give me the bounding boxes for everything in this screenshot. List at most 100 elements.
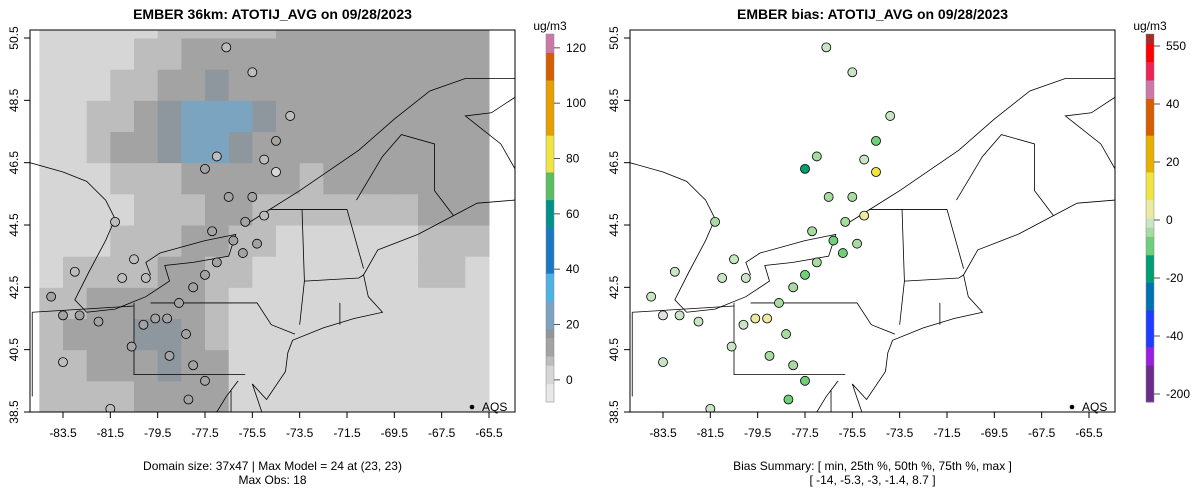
model-cell xyxy=(465,131,490,164)
colorbar-segment xyxy=(1146,135,1154,145)
station-point xyxy=(705,403,716,412)
map-outline xyxy=(251,199,515,412)
model-cell xyxy=(157,100,182,132)
colorbar-tick-label: 40 xyxy=(566,262,580,276)
colorbar-segment xyxy=(1146,374,1154,385)
colorbar-segment xyxy=(1146,319,1154,329)
model-cell xyxy=(228,162,253,195)
x-tick-label: -79.5 xyxy=(744,426,772,440)
colorbar-segment xyxy=(546,319,554,329)
station-point xyxy=(181,329,191,339)
station-point xyxy=(150,313,161,324)
station-point xyxy=(138,319,149,330)
model-cell xyxy=(418,131,443,164)
colorbar-segment xyxy=(1146,254,1154,265)
y-tick-label: 40.5 xyxy=(7,338,21,362)
x-tick-label: -67.5 xyxy=(1028,426,1056,440)
y-tick-label: 42.5 xyxy=(607,275,621,299)
colorbar-segment xyxy=(546,254,554,265)
colorbar-segment xyxy=(1146,80,1154,90)
map-outline xyxy=(733,302,846,376)
station-point xyxy=(247,192,258,202)
colorbar-segment xyxy=(546,172,554,182)
model-cell xyxy=(370,256,395,288)
model-cell xyxy=(134,30,159,39)
model-cell xyxy=(299,131,324,164)
colorbar-segment xyxy=(546,374,554,385)
model-cell xyxy=(157,69,182,101)
station-point xyxy=(783,394,794,405)
colorbar-segment xyxy=(1146,346,1154,357)
model-cell xyxy=(157,131,182,164)
model-cell xyxy=(157,225,182,257)
colorbar-segment xyxy=(1146,227,1154,237)
model-cell xyxy=(134,38,159,70)
station-point xyxy=(223,192,234,202)
model-cell xyxy=(394,131,419,164)
y-tick-label: 50.5 xyxy=(607,26,621,50)
model-cell xyxy=(252,256,277,288)
colorbar-tick-label: 550 xyxy=(1166,39,1186,53)
station-point xyxy=(859,210,870,221)
map-outline xyxy=(30,162,237,313)
station-point xyxy=(93,316,104,327)
station-point xyxy=(807,226,817,237)
station-point xyxy=(669,266,680,277)
station-point xyxy=(110,216,120,227)
colorbar-segment xyxy=(1146,107,1154,118)
model-cell xyxy=(370,225,395,257)
model-cell xyxy=(347,256,372,288)
colorbar-tick-label: -200 xyxy=(1166,387,1190,401)
y-tick-label: 38.5 xyxy=(607,400,621,424)
station-point xyxy=(183,394,194,405)
station-point xyxy=(117,273,128,283)
model-cell xyxy=(39,256,64,288)
station-point xyxy=(788,282,799,293)
model-cell xyxy=(86,256,111,288)
model-cell xyxy=(276,30,301,39)
model-cell xyxy=(63,100,88,132)
model-cell xyxy=(39,162,64,195)
map-outline xyxy=(150,302,296,335)
panel-title: EMBER 36km: ATOTIJ_AVG on 09/28/2023 xyxy=(133,6,412,22)
colorbar-segment xyxy=(1146,98,1154,109)
model-cell xyxy=(323,100,348,132)
model-cell xyxy=(157,380,182,412)
colorbar-tick-label: -20 xyxy=(1166,271,1184,285)
y-tick-label: 38.5 xyxy=(7,400,21,424)
model-cell xyxy=(252,349,277,382)
model-cell xyxy=(86,162,111,195)
model-cell xyxy=(276,38,301,70)
colorbar-segment xyxy=(546,43,554,53)
model-cell xyxy=(252,100,277,132)
station-point xyxy=(837,248,848,258)
colorbar-segment xyxy=(546,116,554,127)
station-point xyxy=(58,357,68,368)
model-cell xyxy=(86,131,111,164)
model-cell xyxy=(465,287,490,319)
model-cell xyxy=(110,30,135,39)
model-cell xyxy=(394,225,419,257)
model-cell xyxy=(181,69,206,101)
colorbar-segment xyxy=(1146,282,1154,293)
model-cell xyxy=(347,30,372,39)
model-cell xyxy=(394,69,419,101)
panel-title: EMBER bias: ATOTIJ_AVG on 09/28/2023 xyxy=(737,6,1008,22)
colorbar-segment xyxy=(1146,52,1154,63)
colorbar-segment xyxy=(1146,300,1154,311)
model-cell xyxy=(157,318,182,351)
model-cell xyxy=(370,100,395,132)
map-outline xyxy=(632,305,735,313)
colorbar-segment xyxy=(1146,264,1154,274)
model-cell xyxy=(63,225,88,257)
model-cell xyxy=(370,318,395,351)
model-cell xyxy=(418,225,443,257)
colorbar-segment xyxy=(546,392,554,403)
colorbar-segment xyxy=(546,282,554,293)
model-cell xyxy=(228,256,253,288)
colorbar-segment xyxy=(546,34,554,44)
legend-label: AQS xyxy=(1082,400,1107,414)
colorbar-segment xyxy=(1146,89,1154,99)
station-point xyxy=(69,266,80,277)
model-cell xyxy=(228,349,253,382)
